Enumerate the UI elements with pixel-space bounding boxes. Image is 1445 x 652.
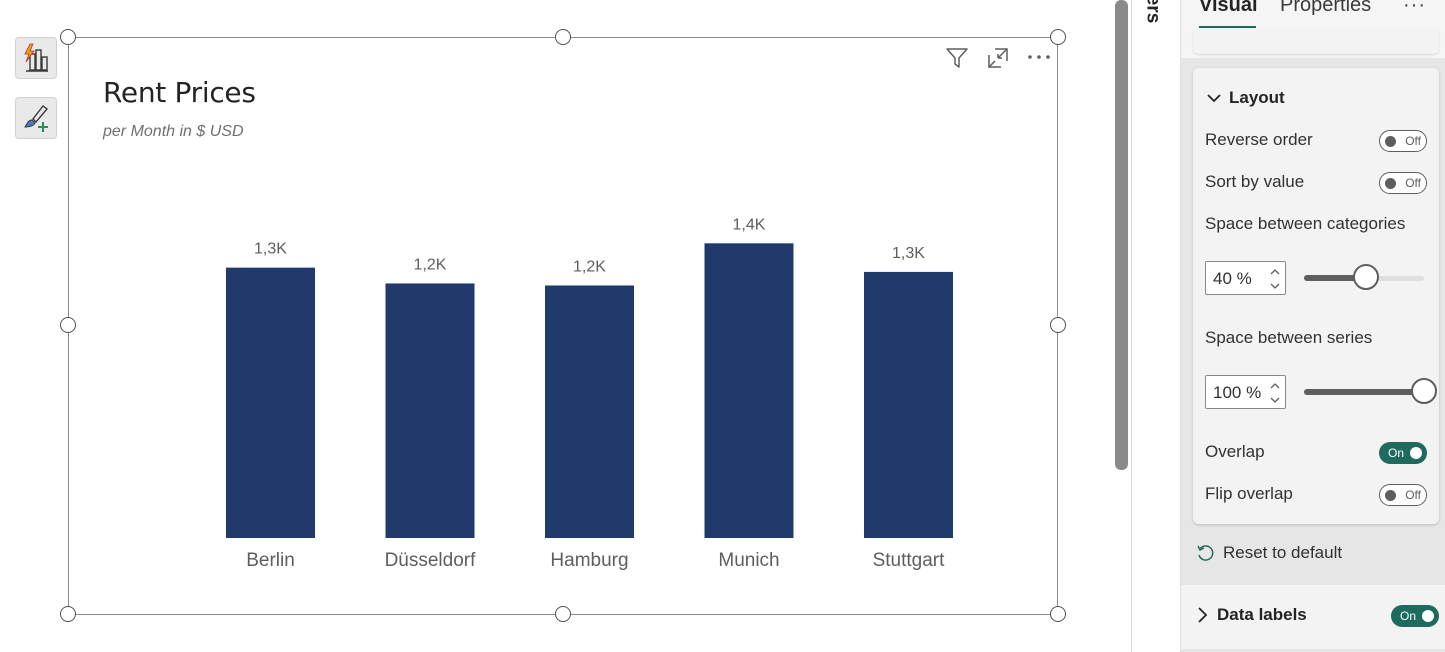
resize-handle-bottom-right[interactable] bbox=[1050, 606, 1066, 622]
resize-handle-bottom-left[interactable] bbox=[60, 606, 76, 622]
data-label: 1,4K bbox=[733, 216, 766, 233]
smart-visual-button[interactable] bbox=[15, 37, 57, 79]
toggle-knob bbox=[1385, 136, 1396, 147]
toggle-knob bbox=[1410, 447, 1422, 459]
tab-visual[interactable]: Visual bbox=[1199, 0, 1258, 16]
data-label: 1,2K bbox=[414, 256, 447, 273]
data-labels-section-header[interactable]: Data labels bbox=[1195, 605, 1307, 625]
resize-handle-top-left[interactable] bbox=[60, 29, 76, 45]
reset-icon bbox=[1197, 545, 1214, 561]
toggle-state: Off bbox=[1405, 134, 1421, 148]
chevron-up-icon[interactable] bbox=[1270, 267, 1280, 277]
bar-stuttgart[interactable] bbox=[864, 271, 953, 538]
reverse-order-toggle[interactable]: Off bbox=[1379, 130, 1427, 152]
reset-to-default-button[interactable]: Reset to default bbox=[1195, 543, 1342, 563]
chart-subtitle: per Month in $ USD bbox=[103, 123, 244, 140]
toggle-state: On bbox=[1400, 609, 1417, 623]
data-labels-title: Data labels bbox=[1217, 605, 1307, 624]
chevron-down-icon bbox=[1207, 94, 1221, 103]
slider-fill bbox=[1304, 275, 1366, 281]
tab-visual-underline bbox=[1199, 26, 1256, 28]
resize-handle-top[interactable] bbox=[555, 29, 571, 45]
space-between-categories-label: Space between categories bbox=[1205, 214, 1406, 233]
resize-handle-top-right[interactable] bbox=[1050, 29, 1066, 45]
space-between-categories-slider[interactable] bbox=[1304, 264, 1424, 290]
sort-by-value-label: Sort by value bbox=[1205, 172, 1305, 191]
filter-icon[interactable] bbox=[944, 45, 970, 71]
category-label: Düsseldorf bbox=[385, 550, 477, 571]
data-label: 1,3K bbox=[254, 241, 287, 258]
spin-value: 100 % bbox=[1213, 383, 1262, 402]
data-labels-toggle[interactable]: On bbox=[1391, 605, 1439, 627]
chart-title: Rent Prices bbox=[103, 76, 256, 109]
paintbrush-add-icon bbox=[24, 105, 49, 132]
pane-more-options[interactable]: ··· bbox=[1403, 0, 1426, 16]
space-between-series-input[interactable]: 100 % bbox=[1205, 375, 1286, 409]
data-label: 1,2K bbox=[573, 258, 606, 275]
resize-handle-left[interactable] bbox=[60, 317, 76, 333]
flip-overlap-toggle[interactable]: Off bbox=[1379, 484, 1427, 506]
slider-fill bbox=[1304, 389, 1424, 395]
more-options-icon[interactable] bbox=[1026, 45, 1052, 71]
layout-section-title: Layout bbox=[1229, 88, 1285, 107]
spin-value: 40 % bbox=[1213, 269, 1252, 288]
canvas-scrollbar[interactable] bbox=[1115, 0, 1128, 470]
reset-label: Reset to default bbox=[1223, 543, 1343, 562]
chevron-down-icon[interactable] bbox=[1270, 395, 1280, 405]
bar-munich[interactable] bbox=[704, 243, 794, 538]
resize-handle-bottom[interactable] bbox=[555, 606, 571, 622]
format-pane: Visual Properties ··· Layout Reverse ord… bbox=[1181, 0, 1445, 652]
chevron-right-icon bbox=[1198, 607, 1208, 623]
slider-thumb[interactable] bbox=[1353, 264, 1379, 290]
lightning-chart-icon bbox=[24, 43, 48, 72]
space-between-series-slider[interactable] bbox=[1304, 378, 1437, 404]
flip-overlap-label: Flip overlap bbox=[1205, 484, 1293, 503]
chevron-up-icon[interactable] bbox=[1270, 381, 1280, 391]
bar-berlin[interactable] bbox=[226, 267, 315, 538]
filters-pane-tab-label: ers bbox=[1142, 0, 1164, 24]
data-labels-card: Data labels On bbox=[1181, 585, 1445, 649]
previous-card-edge bbox=[1193, 30, 1439, 54]
space-between-categories-input[interactable]: 40 % bbox=[1205, 261, 1286, 295]
reverse-order-label: Reverse order bbox=[1205, 130, 1313, 149]
chevron-down-icon[interactable] bbox=[1270, 281, 1280, 291]
bar-hamburg[interactable] bbox=[545, 285, 634, 538]
resize-handle-right[interactable] bbox=[1050, 317, 1066, 333]
toggle-state: On bbox=[1388, 446, 1405, 460]
data-label: 1,3K bbox=[892, 245, 925, 262]
category-label: Stuttgart bbox=[873, 550, 946, 571]
toggle-knob bbox=[1385, 490, 1396, 501]
sort-by-value-toggle[interactable]: Off bbox=[1379, 172, 1427, 194]
overlap-toggle[interactable]: On bbox=[1379, 442, 1427, 464]
format-visual-button[interactable] bbox=[15, 97, 57, 139]
overlap-label: Overlap bbox=[1205, 442, 1265, 461]
bar-chart: 1,3K Berlin 1,2K Düsseldorf 1,2K Hamburg 1,4K M… bbox=[226, 216, 953, 571]
filters-pane-tab[interactable]: ers bbox=[1142, 0, 1164, 30]
toggle-state: Off bbox=[1405, 176, 1421, 190]
space-between-series-label: Space between series bbox=[1205, 328, 1373, 347]
toggle-state: Off bbox=[1405, 488, 1421, 502]
category-label: Munich bbox=[718, 550, 779, 571]
toggle-knob bbox=[1385, 178, 1396, 189]
layout-card: Layout Reverse order Off Sort by value O… bbox=[1193, 68, 1439, 524]
layout-section-header[interactable]: Layout bbox=[1205, 88, 1285, 108]
focus-mode-icon[interactable] bbox=[985, 45, 1011, 71]
pane-divider bbox=[1131, 0, 1132, 652]
slider-thumb[interactable] bbox=[1411, 378, 1437, 404]
category-label: Berlin bbox=[246, 550, 295, 571]
bar-dsseldorf[interactable] bbox=[385, 283, 475, 538]
pane-divider-2 bbox=[1180, 0, 1181, 652]
toggle-knob bbox=[1422, 610, 1434, 622]
pane-tab-bar: Visual Properties ··· bbox=[1181, 0, 1445, 58]
category-label: Hamburg bbox=[550, 550, 628, 571]
tab-properties[interactable]: Properties bbox=[1280, 0, 1372, 16]
